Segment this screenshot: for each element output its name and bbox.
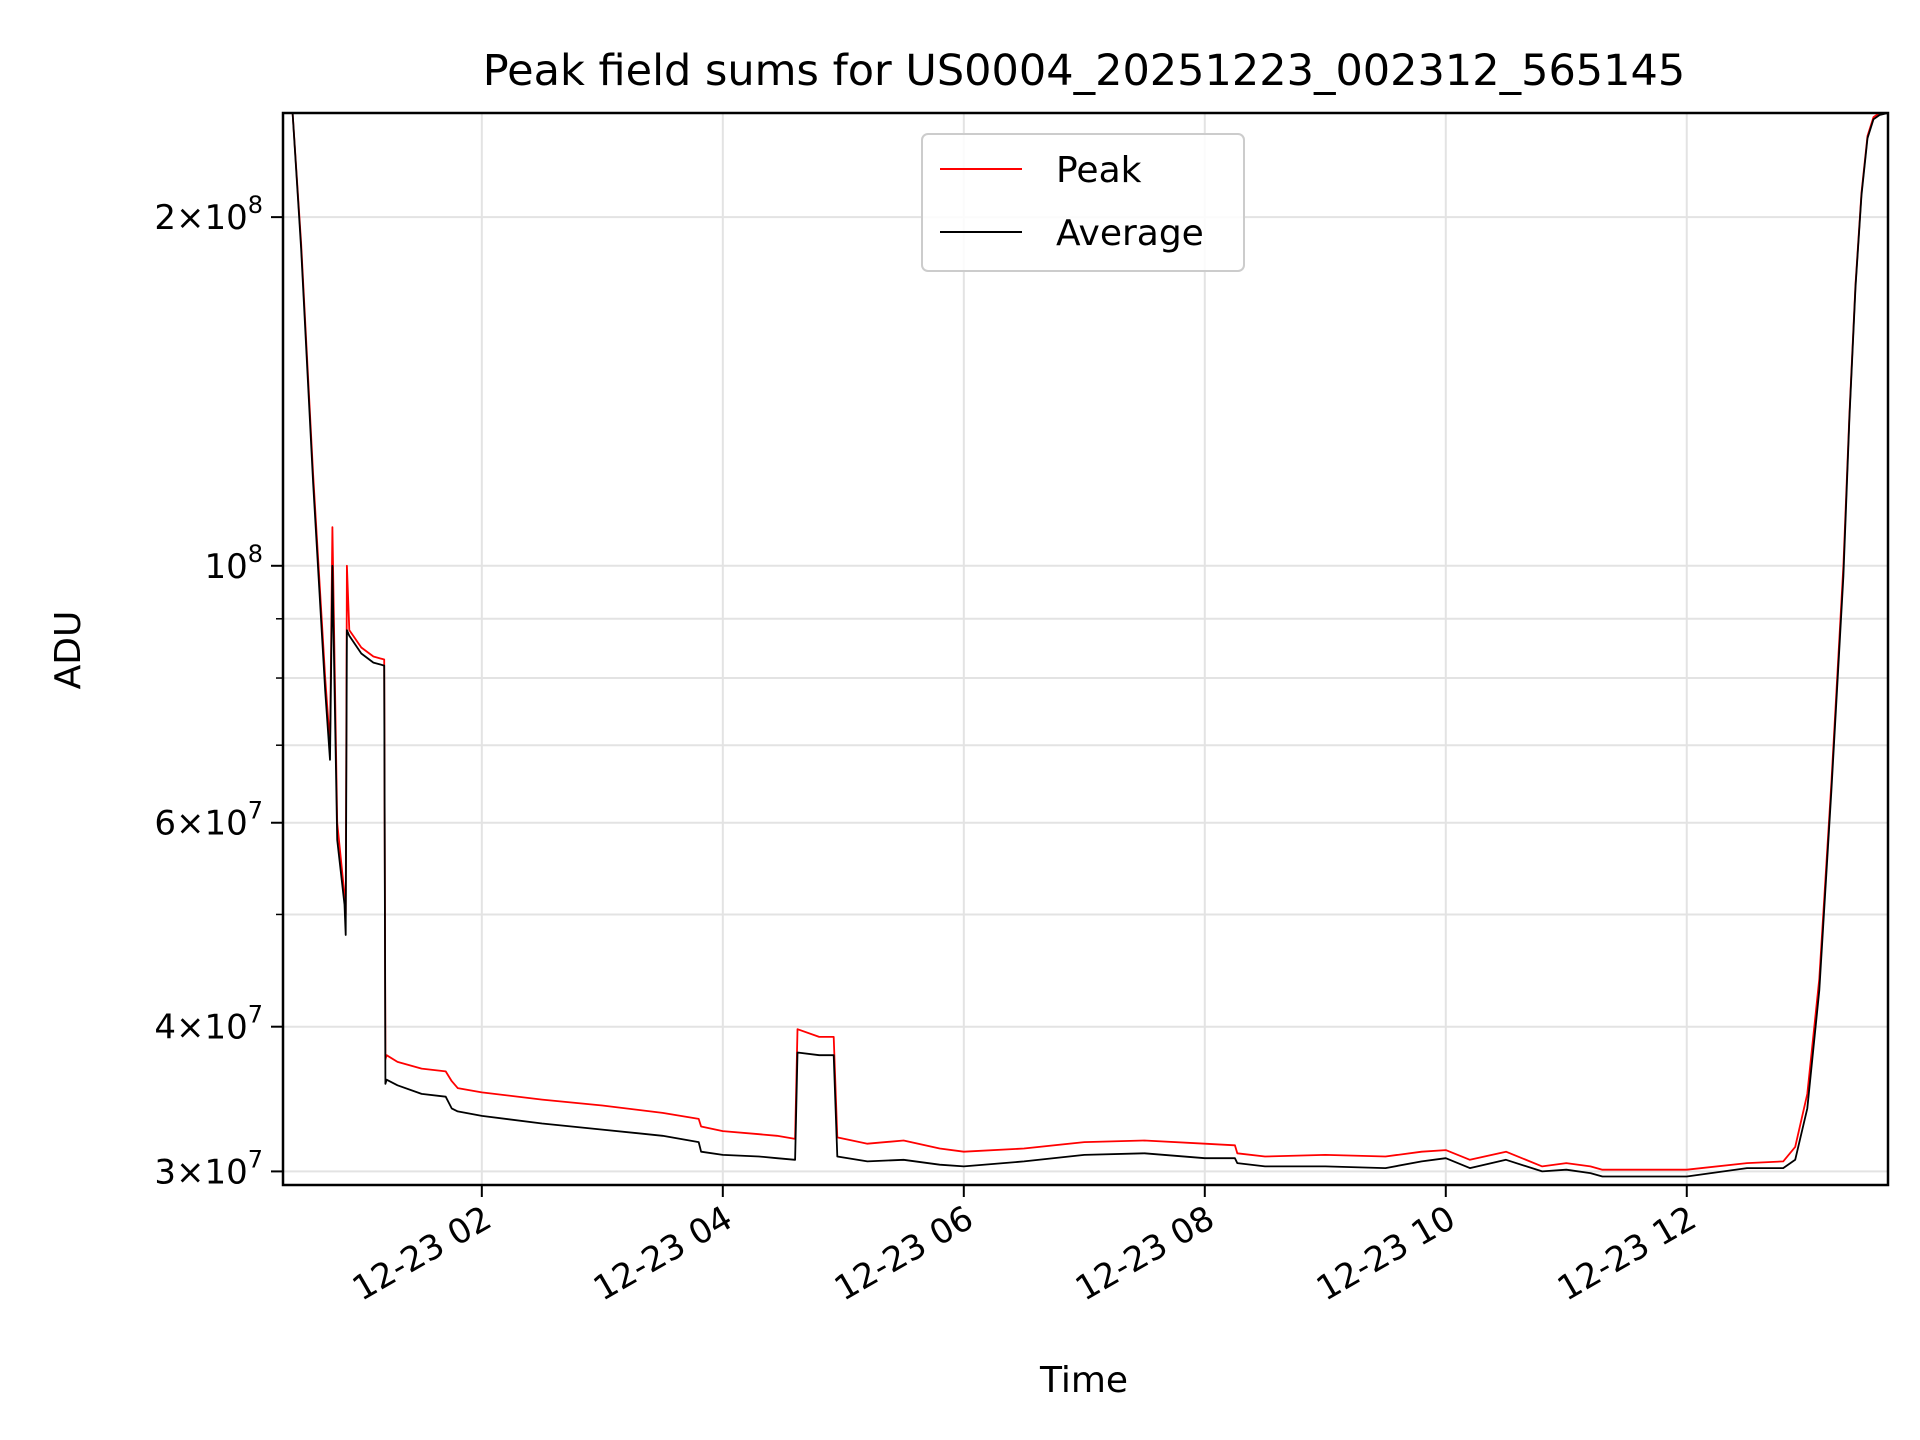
x-axis-label: Time: [1039, 1360, 1128, 1401]
y-tick-label: 4×107: [154, 1001, 263, 1048]
plot-frame: [281, 111, 1890, 1187]
y-tick-label: 2×108: [154, 191, 263, 238]
series-peak-line: [283, 113, 1888, 1171]
y-tick-label: 6×107: [154, 797, 263, 844]
y-axis-label: ADU: [48, 611, 89, 690]
y-axis: 3×107 4×107 6×107 108 2×108: [154, 191, 283, 1192]
chart-title: Peak field sums for US0004_20251223_0023…: [483, 46, 1686, 96]
series-layer: [283, 113, 1888, 1178]
legend-label-peak: Peak: [1056, 150, 1142, 191]
legend: Peak Average: [921, 133, 1245, 272]
series-average-line: [283, 113, 1888, 1178]
y-tick-label: 3×107: [154, 1145, 263, 1192]
legend-label-average: Average: [1056, 213, 1204, 254]
y-tick-label: 108: [204, 540, 263, 587]
